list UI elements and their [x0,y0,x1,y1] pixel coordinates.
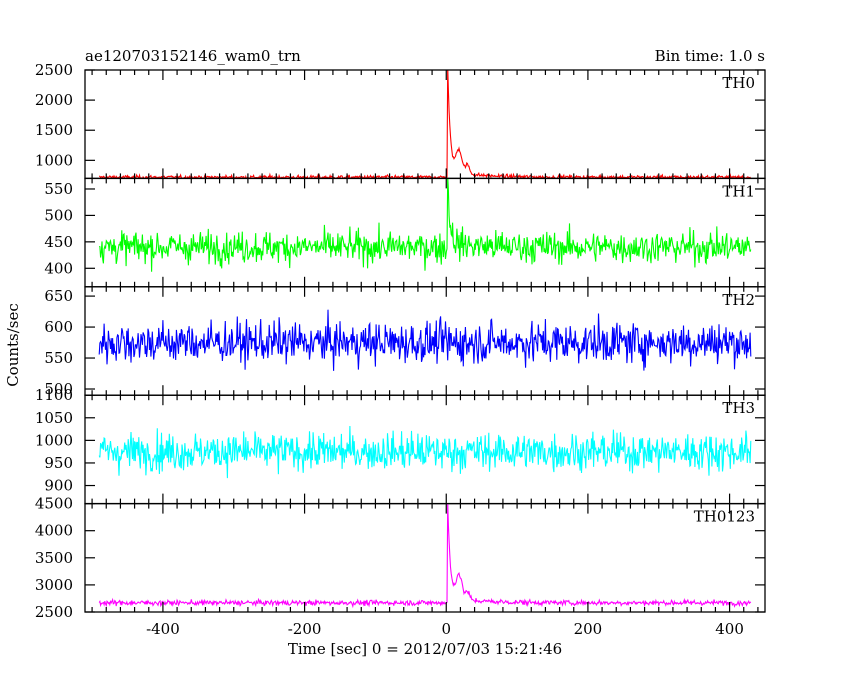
y-tick-label: 2000 [35,91,73,109]
panel-frame-th0123 [84,502,766,613]
x-tick-label: 400 [715,620,744,638]
panel-label-th0: TH0 [722,74,755,92]
y-tick-label: 1000 [35,151,73,169]
y-tick-label: 550 [44,349,73,367]
x-axis-label: Time [sec] 0 = 2012/07/03 15:21:46 [288,640,562,658]
y-axis-label: Counts/sec [4,303,22,387]
y-tick-label: 400 [44,259,73,277]
y-tick-label: 1100 [35,386,73,404]
panel-label-th1: TH1 [722,182,755,200]
y-tick-label: 2500 [35,61,73,79]
y-tick-label: 650 [44,287,73,305]
x-tick-label: -200 [288,620,322,638]
lightcurve-th3 [98,425,752,479]
panel-label-th0123: TH0123 [694,508,755,526]
y-tick-label: 1050 [35,409,73,427]
y-tick-label: 3500 [35,549,73,567]
lightcurve-th0123 [98,503,752,609]
y-tick-label: 1000 [35,431,73,449]
x-tick-label: 200 [574,620,603,638]
y-tick-label: 4500 [35,495,73,513]
y-tick-label: 2500 [35,603,73,621]
chart-title-right: Bin time: 1.0 s [655,47,765,65]
panel-label-th3: TH3 [722,399,755,417]
y-tick-label: 950 [44,454,73,472]
chart-title-left: ae120703152146_wam0_trn [85,47,301,65]
y-tick-label: 900 [44,477,73,495]
lightcurve-th1 [98,178,752,272]
y-tick-label: 3000 [35,576,73,594]
x-tick-label: 0 [441,620,451,638]
panel-frame-th0 [84,69,766,180]
lightcurve-th0 [98,70,752,179]
x-tick-label: -400 [146,620,180,638]
panels-group: TH01000150020002500TH1400450500550TH2500… [35,61,766,638]
y-tick-label: 600 [44,318,73,336]
panel-label-th2: TH2 [722,291,755,309]
y-tick-label: 500 [44,206,73,224]
y-tick-label: 500 [44,380,73,398]
y-tick-label: 1500 [35,121,73,139]
y-tick-label: 450 [44,233,73,251]
y-tick-label: 4000 [35,522,73,540]
lightcurve-th2 [98,309,752,371]
y-tick-label: 550 [44,180,73,198]
